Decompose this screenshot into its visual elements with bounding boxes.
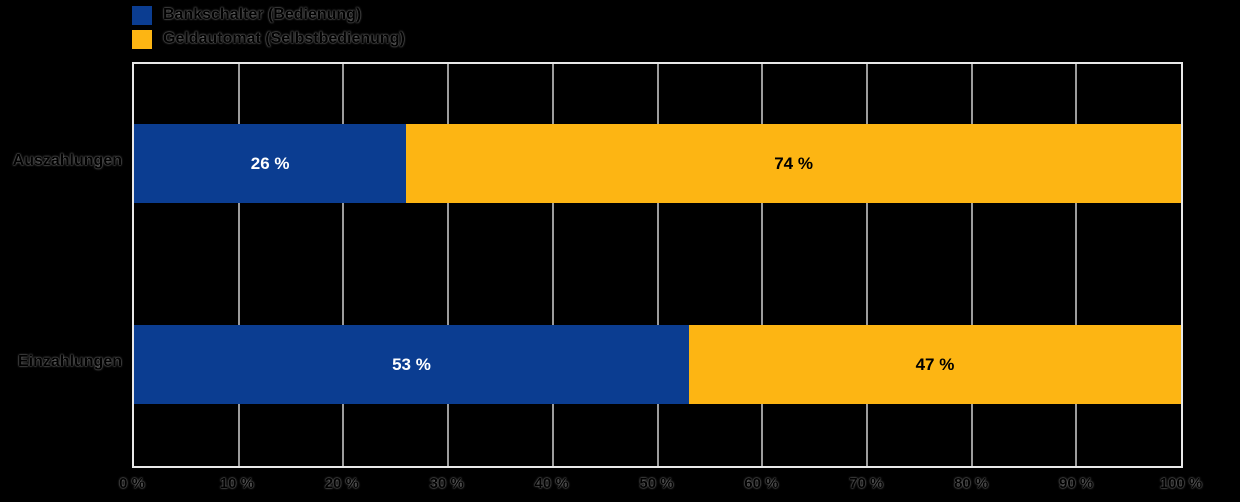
bar-value-label: 26 %: [250, 153, 290, 173]
bar-einzahlungen: 53 % 47 %: [134, 325, 1181, 404]
x-axis-tick-label: 40 %: [534, 475, 569, 492]
bar-value-label: 53 %: [392, 354, 431, 374]
gridline: [656, 64, 659, 466]
x-axis-tick-label: 30 %: [429, 475, 464, 492]
y-axis-label: Auszahlungen: [12, 152, 122, 169]
bar-auszahlungen: 26 % 74 %: [134, 124, 1181, 203]
legend-item: Geldautomat (Selbstbedienung): [132, 27, 405, 51]
gridline: [761, 64, 764, 466]
legend-label: Bankschalter (Bedienung): [163, 6, 362, 23]
bar-segment: 26 %: [134, 124, 407, 203]
x-axis-tick-label: 100 %: [1159, 475, 1203, 492]
x-axis-tick-label: 60 %: [744, 475, 779, 492]
gridline: [1075, 64, 1078, 466]
legend-swatch-icon: [132, 29, 152, 49]
bar-value-label: 74 %: [774, 153, 813, 173]
bar-value-label: 47 %: [915, 354, 955, 374]
gridline: [342, 64, 345, 466]
gridline: [970, 64, 973, 466]
legend-item: Bankschalter (Bedienung): [132, 3, 405, 27]
x-axis-tick-label: 80 %: [954, 475, 989, 492]
x-axis-tick-label: 50 %: [639, 475, 674, 492]
x-axis-tick-label: 20 %: [324, 475, 359, 492]
x-axis-tick-label: 0 %: [119, 475, 145, 492]
plot-area: 26 % 74 % 53 % 47 %: [132, 62, 1183, 468]
x-axis-tick-label: 90 %: [1058, 475, 1094, 492]
gridline: [865, 64, 868, 466]
gridline: [237, 64, 240, 466]
chart-legend: Bankschalter (Bedienung) Geldautomat (Sel…: [132, 3, 405, 51]
gridline: [447, 64, 450, 466]
bar-segment: 53 %: [134, 325, 689, 404]
x-axis-tick-labels: 0 % 10 % 20 % 30 % 40 % 50 % 60 % 70 % 80 % 90 % 1…: [0, 474, 1240, 496]
legend-label: Geldautomat (Selbstbedienung): [163, 30, 405, 47]
y-axis-label: Einzahlungen: [18, 353, 122, 370]
gridline: [551, 64, 554, 466]
bar-segment: 74 %: [406, 124, 1181, 203]
legend-swatch-icon: [132, 5, 152, 25]
x-axis-tick-label: 10 %: [219, 475, 254, 492]
bar-segment: 47 %: [688, 325, 1181, 404]
x-axis-tick-label: 70 %: [849, 475, 884, 492]
